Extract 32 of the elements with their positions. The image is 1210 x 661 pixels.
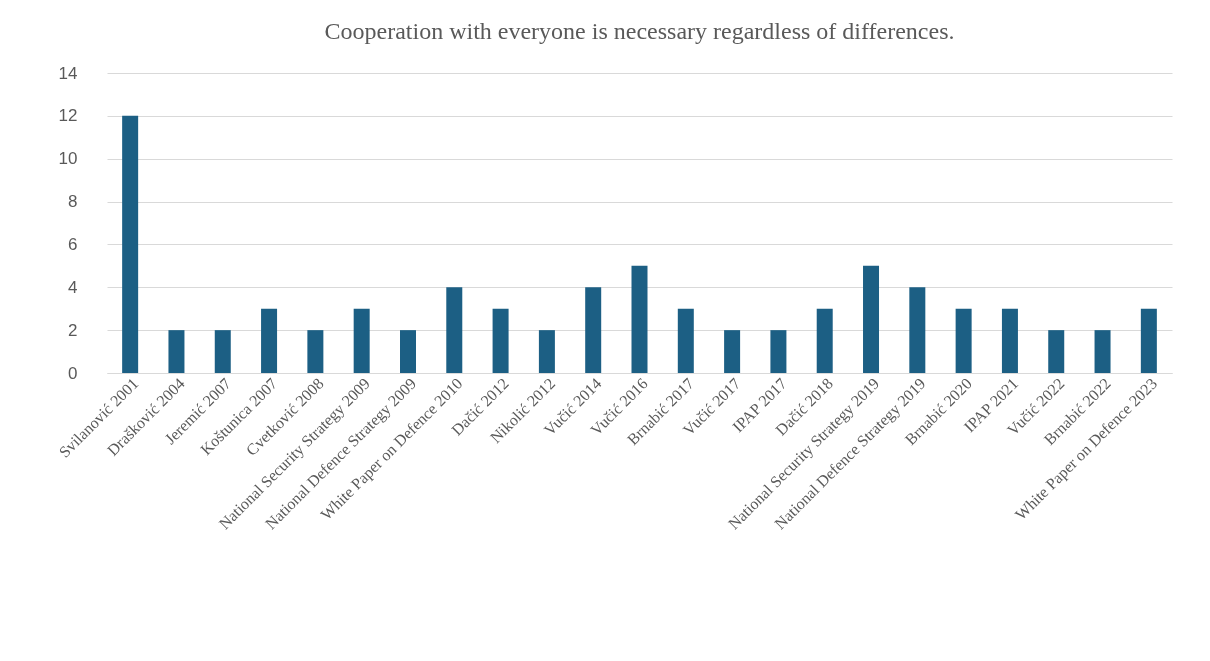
bar xyxy=(770,330,787,373)
bar xyxy=(1048,330,1065,373)
bar xyxy=(214,330,231,373)
bar xyxy=(955,308,972,373)
bar xyxy=(492,308,509,373)
bar xyxy=(585,287,602,373)
y-tick-label: 0 xyxy=(68,363,78,383)
chart-title: Cooperation with everyone is necessary regardless of differences. xyxy=(324,18,955,44)
bar xyxy=(446,287,463,373)
bar xyxy=(538,330,555,373)
bar xyxy=(122,115,139,373)
y-tick-label: 10 xyxy=(58,149,78,169)
y-tick-label: 2 xyxy=(68,320,78,340)
y-tick-label: 12 xyxy=(58,106,78,126)
y-tick-label: 8 xyxy=(68,192,78,212)
bar xyxy=(816,308,833,373)
bar xyxy=(261,308,278,373)
bar xyxy=(631,265,648,373)
bar xyxy=(399,330,416,373)
bar xyxy=(724,330,741,373)
bar xyxy=(307,330,324,373)
bar xyxy=(168,330,185,373)
bar xyxy=(863,265,880,373)
bar xyxy=(677,308,694,373)
bar xyxy=(1140,308,1157,373)
bar xyxy=(1094,330,1111,373)
y-tick-label: 4 xyxy=(68,277,78,297)
bar xyxy=(1001,308,1018,373)
y-tick-label: 6 xyxy=(68,234,78,254)
bar xyxy=(353,308,370,373)
bar xyxy=(909,287,926,373)
y-tick-label: 14 xyxy=(58,63,78,83)
